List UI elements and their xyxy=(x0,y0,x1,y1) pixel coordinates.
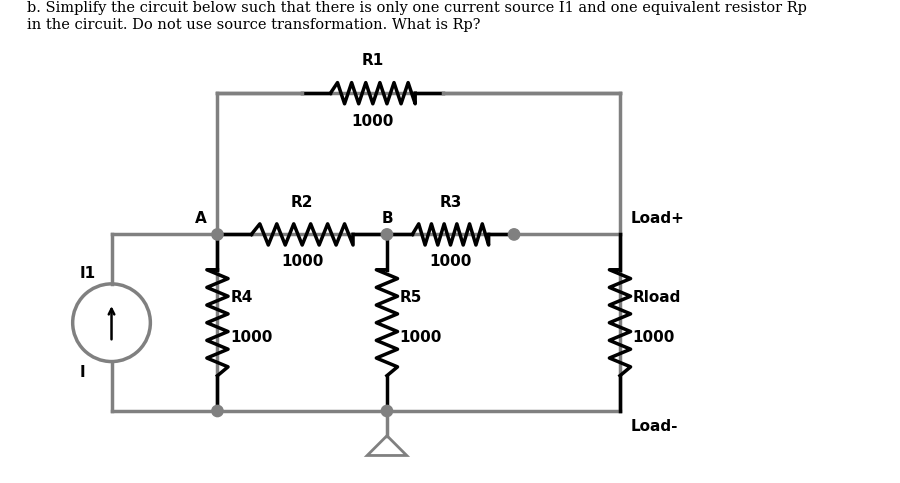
Text: R3: R3 xyxy=(439,195,462,210)
Text: I: I xyxy=(80,365,86,380)
Text: Rload: Rload xyxy=(633,290,681,305)
Text: 1000: 1000 xyxy=(429,254,472,269)
Text: Load-: Load- xyxy=(631,419,678,434)
Circle shape xyxy=(382,405,392,417)
Text: A: A xyxy=(195,212,207,227)
Text: R1: R1 xyxy=(362,54,384,69)
Text: I1: I1 xyxy=(80,266,96,281)
Text: 1000: 1000 xyxy=(400,330,442,345)
Text: 1000: 1000 xyxy=(352,114,394,129)
Text: R5: R5 xyxy=(400,290,422,305)
Text: Load+: Load+ xyxy=(631,212,685,227)
Circle shape xyxy=(212,405,223,417)
Text: b. Simplify the circuit below such that there is only one current source I1 and : b. Simplify the circuit below such that … xyxy=(27,1,806,31)
Text: R2: R2 xyxy=(291,195,313,210)
Text: 1000: 1000 xyxy=(281,254,323,269)
Text: 1000: 1000 xyxy=(633,330,675,345)
Text: 1000: 1000 xyxy=(230,330,273,345)
Text: B: B xyxy=(381,212,392,227)
Circle shape xyxy=(382,229,392,240)
Text: R4: R4 xyxy=(230,290,253,305)
Circle shape xyxy=(212,229,223,240)
Circle shape xyxy=(508,229,519,240)
